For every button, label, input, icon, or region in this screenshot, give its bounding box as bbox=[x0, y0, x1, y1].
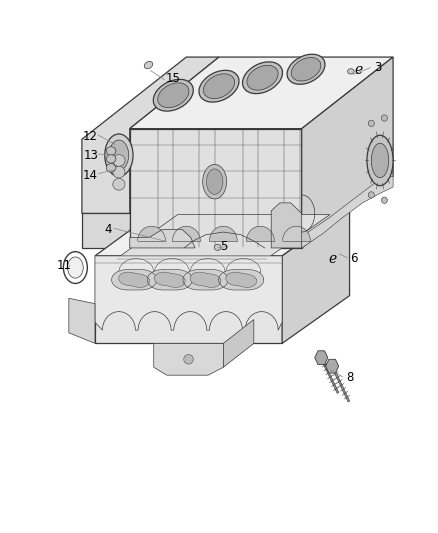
Text: 12: 12 bbox=[83, 130, 98, 143]
Polygon shape bbox=[247, 226, 274, 241]
Ellipse shape bbox=[144, 61, 153, 69]
Text: 5: 5 bbox=[220, 240, 227, 253]
Ellipse shape bbox=[243, 62, 283, 94]
Ellipse shape bbox=[106, 164, 116, 172]
Polygon shape bbox=[154, 343, 223, 375]
Polygon shape bbox=[302, 176, 393, 248]
Ellipse shape bbox=[368, 120, 374, 126]
Ellipse shape bbox=[371, 143, 389, 177]
Polygon shape bbox=[130, 229, 195, 248]
Polygon shape bbox=[138, 226, 166, 241]
Ellipse shape bbox=[381, 197, 388, 204]
Text: e: e bbox=[329, 252, 337, 265]
Ellipse shape bbox=[184, 354, 193, 364]
Text: 6: 6 bbox=[350, 252, 358, 265]
Polygon shape bbox=[95, 208, 350, 256]
Text: 15: 15 bbox=[166, 72, 181, 85]
Polygon shape bbox=[119, 272, 149, 287]
Ellipse shape bbox=[106, 147, 116, 155]
Polygon shape bbox=[302, 57, 393, 248]
Ellipse shape bbox=[153, 79, 193, 111]
Polygon shape bbox=[190, 272, 221, 287]
Polygon shape bbox=[282, 208, 350, 343]
Polygon shape bbox=[283, 226, 311, 241]
Polygon shape bbox=[112, 270, 157, 290]
Ellipse shape bbox=[247, 66, 278, 90]
Polygon shape bbox=[209, 226, 237, 241]
Ellipse shape bbox=[113, 166, 125, 178]
Text: 4: 4 bbox=[104, 223, 112, 236]
Ellipse shape bbox=[113, 155, 125, 166]
Ellipse shape bbox=[348, 69, 354, 74]
Text: 8: 8 bbox=[346, 372, 353, 384]
Text: e: e bbox=[354, 63, 362, 77]
Polygon shape bbox=[271, 203, 302, 248]
Ellipse shape bbox=[206, 169, 223, 195]
Polygon shape bbox=[130, 128, 302, 248]
Ellipse shape bbox=[203, 165, 226, 199]
Polygon shape bbox=[315, 351, 328, 365]
Ellipse shape bbox=[291, 58, 321, 81]
Polygon shape bbox=[82, 57, 219, 214]
Ellipse shape bbox=[287, 54, 325, 84]
Polygon shape bbox=[223, 319, 254, 367]
Text: 13: 13 bbox=[83, 149, 98, 161]
Polygon shape bbox=[219, 270, 264, 290]
Polygon shape bbox=[325, 359, 339, 373]
Polygon shape bbox=[95, 256, 282, 343]
Ellipse shape bbox=[109, 140, 129, 170]
Text: 14: 14 bbox=[83, 169, 98, 182]
Ellipse shape bbox=[368, 192, 374, 198]
Ellipse shape bbox=[67, 257, 83, 278]
Polygon shape bbox=[183, 270, 228, 290]
Ellipse shape bbox=[203, 74, 235, 99]
Ellipse shape bbox=[106, 155, 116, 163]
Polygon shape bbox=[173, 226, 200, 241]
Polygon shape bbox=[130, 57, 393, 128]
Polygon shape bbox=[117, 215, 330, 259]
Text: 11: 11 bbox=[57, 259, 72, 272]
Polygon shape bbox=[95, 256, 282, 330]
Ellipse shape bbox=[105, 134, 133, 176]
Ellipse shape bbox=[113, 179, 125, 190]
Text: 3: 3 bbox=[374, 61, 381, 74]
Ellipse shape bbox=[381, 115, 388, 121]
Ellipse shape bbox=[214, 245, 221, 251]
Polygon shape bbox=[155, 272, 185, 287]
Ellipse shape bbox=[199, 70, 239, 102]
Polygon shape bbox=[69, 298, 95, 343]
Ellipse shape bbox=[367, 135, 393, 185]
Ellipse shape bbox=[158, 83, 189, 108]
Polygon shape bbox=[82, 214, 130, 248]
Polygon shape bbox=[226, 272, 257, 287]
Polygon shape bbox=[147, 270, 192, 290]
